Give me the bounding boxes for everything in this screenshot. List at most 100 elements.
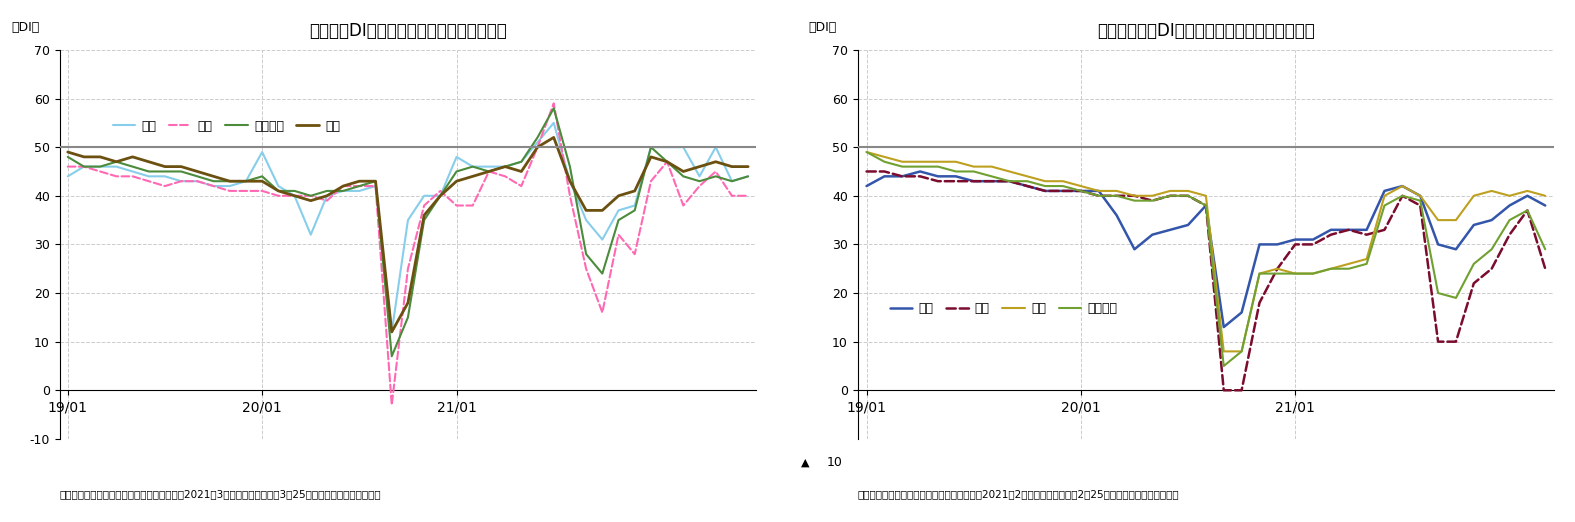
住宅 <box>285 193 304 199</box>
飲食 <box>674 203 693 209</box>
小売 <box>285 193 304 199</box>
小売 <box>463 163 482 170</box>
サービス <box>723 178 742 184</box>
住宅 <box>1232 348 1251 354</box>
飲食 <box>479 168 498 174</box>
Text: （DI）: （DI） <box>810 21 838 34</box>
サービス <box>1090 193 1109 199</box>
住宅 <box>1321 266 1340 272</box>
飲食 <box>893 173 912 180</box>
住宅 <box>964 163 983 170</box>
小売 <box>156 173 175 180</box>
サービス <box>610 217 628 223</box>
サービス <box>1304 270 1323 277</box>
小売 <box>1482 217 1501 223</box>
住宅 <box>1446 217 1465 223</box>
サービス <box>625 207 644 213</box>
小売 <box>1054 188 1073 194</box>
飲食 <box>592 310 611 316</box>
飲食 <box>1178 193 1197 199</box>
サービス <box>432 193 450 199</box>
サービス <box>187 173 206 180</box>
小売 <box>1071 188 1090 194</box>
飲食 <box>625 251 644 257</box>
飲食 <box>1090 193 1109 199</box>
小売 <box>350 188 369 194</box>
住宅 <box>576 207 595 213</box>
飲食 <box>1482 266 1501 272</box>
小売 <box>383 329 402 335</box>
Text: （DI）: （DI） <box>11 21 39 34</box>
小売 <box>123 168 142 174</box>
小売 <box>1178 222 1197 228</box>
住宅 <box>1465 193 1484 199</box>
住宅 <box>690 163 709 170</box>
小売 <box>1017 183 1036 189</box>
飲食 <box>107 173 126 180</box>
サービス <box>910 163 929 170</box>
サービス <box>690 178 709 184</box>
小売 <box>1446 246 1465 253</box>
サービス <box>1036 183 1055 189</box>
住宅 <box>947 159 965 165</box>
サービス <box>285 188 304 194</box>
飲食 <box>1446 339 1465 345</box>
サービス <box>123 163 142 170</box>
サービス <box>350 183 369 189</box>
小売 <box>1304 236 1323 243</box>
飲食 <box>1197 203 1216 209</box>
飲食 <box>739 193 758 199</box>
サービス <box>463 163 482 170</box>
飲食 <box>1304 241 1323 247</box>
小売 <box>1429 241 1447 247</box>
飲食 <box>398 266 417 272</box>
サービス <box>1339 266 1358 272</box>
サービス <box>592 270 611 277</box>
飲食 <box>910 173 929 180</box>
住宅 <box>658 159 677 165</box>
サービス <box>983 173 1002 180</box>
小売 <box>414 193 433 199</box>
小売 <box>1000 178 1019 184</box>
サービス <box>576 251 595 257</box>
小売 <box>857 183 876 189</box>
住宅 <box>592 207 611 213</box>
サービス <box>1321 266 1340 272</box>
サービス <box>107 159 126 165</box>
サービス <box>1000 178 1019 184</box>
小売 <box>365 183 384 189</box>
飲食 <box>1071 188 1090 194</box>
飲食 <box>447 203 466 209</box>
サービス <box>1251 270 1269 277</box>
サービス <box>479 168 498 174</box>
小売 <box>545 120 564 126</box>
住宅 <box>123 154 142 160</box>
サービス <box>1197 203 1216 209</box>
住宅 <box>910 159 929 165</box>
サービス <box>947 168 965 174</box>
住宅 <box>205 173 224 180</box>
小売 <box>301 232 320 238</box>
飲食 <box>334 183 353 189</box>
小売 <box>1411 193 1430 199</box>
サービス <box>1536 246 1555 253</box>
住宅 <box>1392 183 1411 189</box>
住宅 <box>221 178 239 184</box>
小売 <box>947 173 965 180</box>
小売 <box>236 178 255 184</box>
サービス <box>414 217 433 223</box>
サービス <box>447 168 466 174</box>
サービス <box>383 353 402 359</box>
飲食 <box>463 203 482 209</box>
サービス <box>91 163 110 170</box>
飲食 <box>318 197 337 204</box>
小売 <box>496 163 515 170</box>
小売 <box>334 188 353 194</box>
住宅 <box>398 300 417 306</box>
サービス <box>1518 207 1537 213</box>
小売 <box>706 144 724 150</box>
住宅 <box>432 193 450 199</box>
住宅 <box>236 178 255 184</box>
住宅 <box>893 159 912 165</box>
小売 <box>1143 232 1162 238</box>
